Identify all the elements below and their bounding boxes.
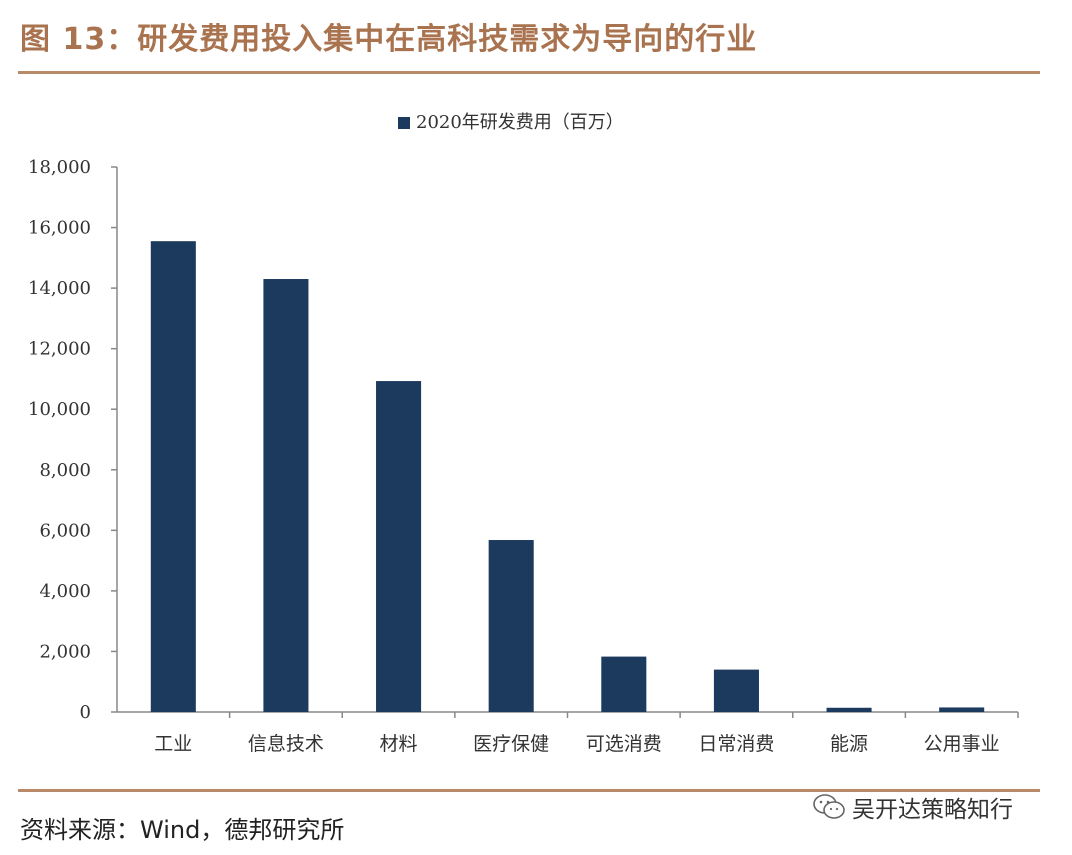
source-note: 资料来源：Wind，德邦研究所 xyxy=(20,816,345,844)
figure-title: 图 13：研发费用投入集中在高科技需求为导向的行业 xyxy=(20,22,758,57)
x-tick-label: 日常消费 xyxy=(698,733,774,755)
bar xyxy=(713,669,759,712)
top-divider xyxy=(18,71,1040,74)
bar xyxy=(488,540,534,712)
x-tick-label: 信息技术 xyxy=(248,733,324,755)
bottom-divider xyxy=(18,789,1040,792)
bar-chart: 0 2,000 4,000 6,000 8,000 10,000 12,000 14,000 1… xyxy=(28,112,1019,755)
x-tick-label: 工业 xyxy=(154,733,192,755)
bar xyxy=(376,381,422,712)
legend-swatch xyxy=(398,117,410,129)
x-tick-label: 能源 xyxy=(830,733,868,755)
y-tick-label: 12,000 xyxy=(28,339,91,360)
watermark-text: 吴开达策略知行 xyxy=(852,797,1013,823)
legend-label: 2020年研发费用（百万） xyxy=(416,112,624,133)
bar xyxy=(601,656,647,712)
x-tick-label: 可选消费 xyxy=(586,733,662,755)
y-tick-label: 4,000 xyxy=(39,581,91,602)
watermark: 吴开达策略知行 xyxy=(812,790,1013,824)
y-tick-label: 6,000 xyxy=(39,520,91,541)
bar xyxy=(939,707,985,712)
y-tick-label: 10,000 xyxy=(28,399,91,420)
x-tick-label: 医疗保健 xyxy=(473,733,549,755)
bar xyxy=(826,707,872,712)
x-tick-label: 材料 xyxy=(380,733,418,755)
y-tick-label: 2,000 xyxy=(39,641,91,662)
x-tick-label: 公用事业 xyxy=(924,733,1000,755)
y-tick-label: 16,000 xyxy=(28,218,91,239)
bar xyxy=(263,279,309,712)
y-tick-label: 18,000 xyxy=(28,157,91,178)
y-tick-label: 8,000 xyxy=(39,460,91,481)
wechat-icon xyxy=(812,793,846,821)
y-tick-label: 14,000 xyxy=(28,278,91,299)
y-tick-label: 0 xyxy=(80,702,91,723)
bar xyxy=(150,241,196,713)
